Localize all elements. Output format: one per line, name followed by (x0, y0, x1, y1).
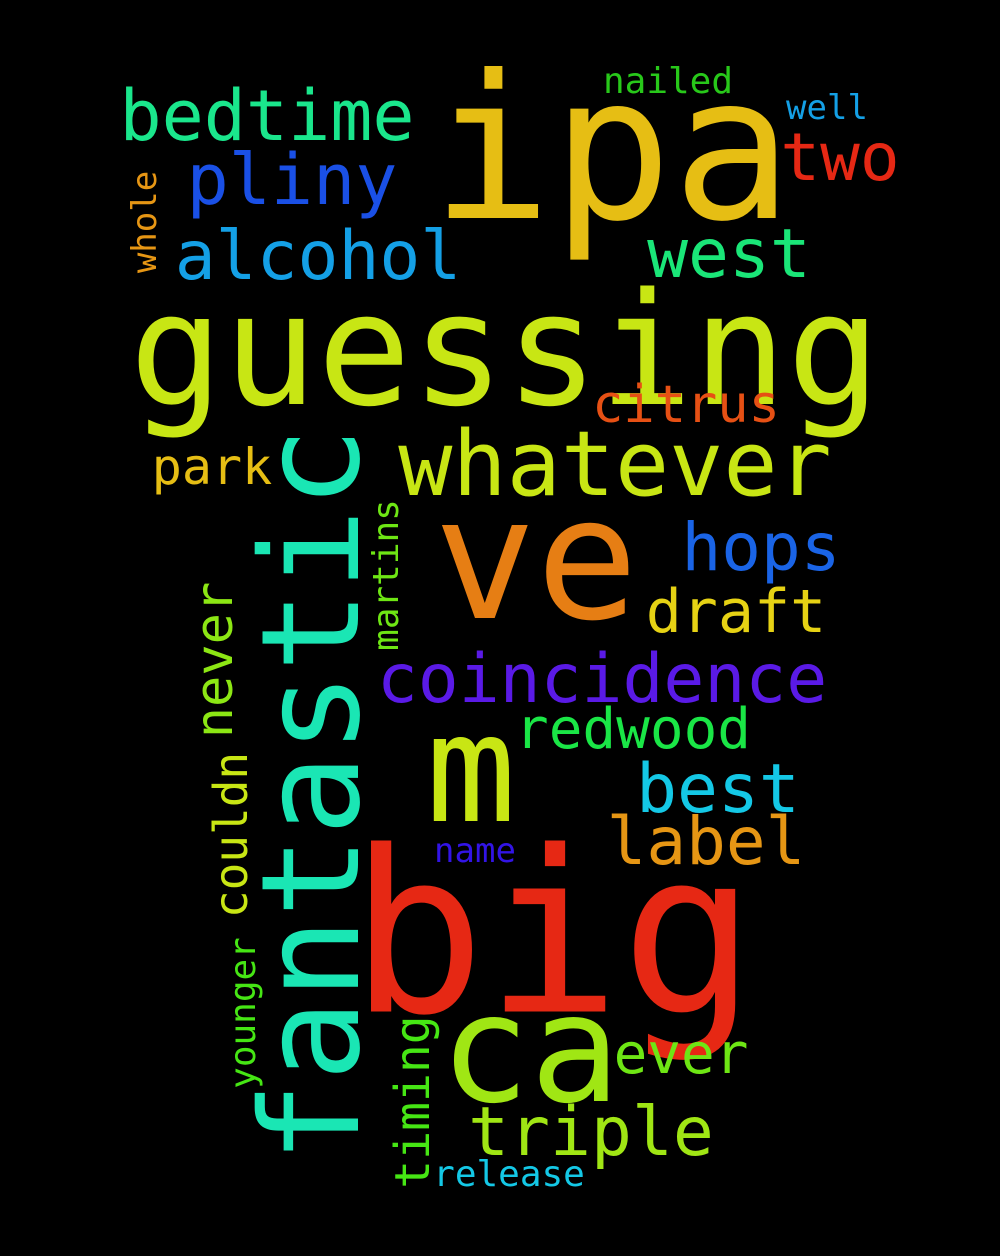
word-pliny: pliny (186, 139, 398, 221)
word-alcohol: alcohol (174, 217, 462, 296)
word-best: best (636, 750, 800, 829)
word-fantastic: fantastic (233, 426, 391, 1164)
word-draft: draft (645, 577, 827, 647)
word-never: never (185, 581, 245, 739)
word-citrus: citrus (592, 375, 780, 435)
word-coincidence: coincidence (376, 640, 828, 719)
word-two: two (780, 119, 900, 196)
word-martins: martins (366, 499, 407, 651)
word-big: big (349, 803, 757, 1066)
word-name: name (434, 831, 516, 871)
word-west: west (647, 215, 811, 294)
word-whole: whole (125, 170, 165, 274)
word-well: well (786, 88, 868, 128)
word-label: label (606, 803, 806, 880)
word-ca: ca (439, 963, 621, 1137)
word-bedtime: bedtime (119, 75, 415, 157)
word-whatever: whatever (398, 412, 832, 517)
word-younger: younger (223, 937, 264, 1089)
word-park: park (151, 438, 273, 496)
word-ipa: ipa (431, 33, 793, 266)
word-redwood: redwood (514, 697, 752, 762)
word-guessing: guessing (129, 259, 881, 441)
word-nailed: nailed (602, 61, 734, 102)
word-m: m (425, 683, 517, 857)
word-ever: ever (613, 1022, 749, 1087)
word-release: release (433, 1154, 585, 1195)
word-triple: triple (468, 1093, 714, 1172)
word-ve: ve (433, 461, 639, 659)
word-timing: timing (385, 1015, 441, 1189)
word-couldn: couldn (204, 751, 258, 919)
word-hops: hops (681, 509, 841, 586)
